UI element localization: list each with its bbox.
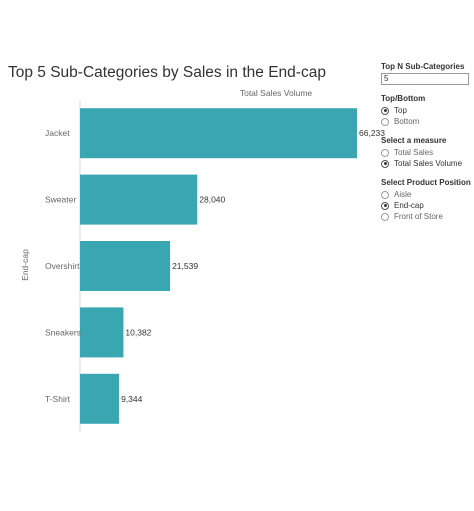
bar-sneakers[interactable]	[80, 307, 124, 358]
radio-total-sales[interactable]: Total Sales	[381, 147, 471, 158]
radio-aisle-indicator	[381, 190, 389, 199]
radio-total-sales-volume[interactable]: Total Sales Volume	[381, 158, 471, 169]
category-label: Sweater	[45, 195, 76, 205]
radio-aisle[interactable]: Aisle	[381, 189, 471, 200]
radio-total-sales-volume-label: Total Sales Volume	[394, 159, 463, 168]
top-bottom-title: Top/Bottom	[381, 94, 426, 103]
x-axis-title: Total Sales Volume	[80, 88, 400, 98]
radio-total-sales-indicator	[381, 148, 389, 157]
value-label: 9,344	[121, 394, 143, 404]
measure-title: Select a measure	[381, 136, 447, 145]
position-title: Select Product Position	[381, 178, 471, 187]
radio-front-of-store-indicator	[381, 212, 389, 221]
position-group: Aisle End-cap Front of Store	[381, 189, 471, 222]
radio-top[interactable]: Top	[381, 105, 471, 116]
radio-total-sales-label: Total Sales	[394, 148, 434, 157]
radio-aisle-label: Aisle	[394, 190, 412, 199]
category-label: T-Shirt	[45, 394, 71, 404]
bar-t-shirt[interactable]	[80, 373, 120, 424]
radio-front-of-store[interactable]: Front of Store	[381, 211, 471, 222]
radio-total-sales-volume-indicator	[381, 159, 389, 168]
top-n-input[interactable]: 5	[381, 73, 469, 85]
chart-title: Top 5 Sub-Categories by Sales in the End…	[8, 64, 326, 81]
radio-top-label: Top	[394, 106, 407, 115]
x-axis-title-text: Total Sales Volume	[239, 88, 313, 98]
value-label: 21,539	[172, 261, 198, 271]
radio-end-cap[interactable]: End-cap	[381, 200, 471, 211]
radio-bottom-indicator	[381, 117, 389, 126]
bar-overshirt[interactable]	[80, 241, 171, 291]
value-label: 28,040	[199, 195, 225, 205]
radio-bottom[interactable]: Bottom	[381, 116, 471, 127]
radio-front-of-store-label: Front of Store	[394, 212, 443, 221]
value-label: 10,382	[125, 327, 151, 337]
bar-jacket[interactable]	[80, 108, 357, 159]
category-label: Overshirt	[45, 261, 80, 271]
measure-group: Total Sales Total Sales Volume	[381, 147, 471, 169]
value-label: 66,233	[359, 128, 385, 138]
radio-bottom-label: Bottom	[394, 117, 420, 126]
filter-panel: Top N Sub-Categories 5 Top/Bottom Top Bo…	[381, 62, 471, 231]
radio-end-cap-indicator	[381, 201, 389, 210]
category-label: Sneakers	[45, 327, 81, 337]
category-label: Jacket	[45, 128, 70, 138]
radio-end-cap-label: End-cap	[394, 201, 424, 210]
top-n-title: Top N Sub-Categories	[381, 62, 465, 71]
bar-sweater[interactable]	[80, 174, 198, 225]
radio-top-indicator	[381, 106, 389, 115]
top-bottom-group: Top Bottom	[381, 105, 471, 127]
